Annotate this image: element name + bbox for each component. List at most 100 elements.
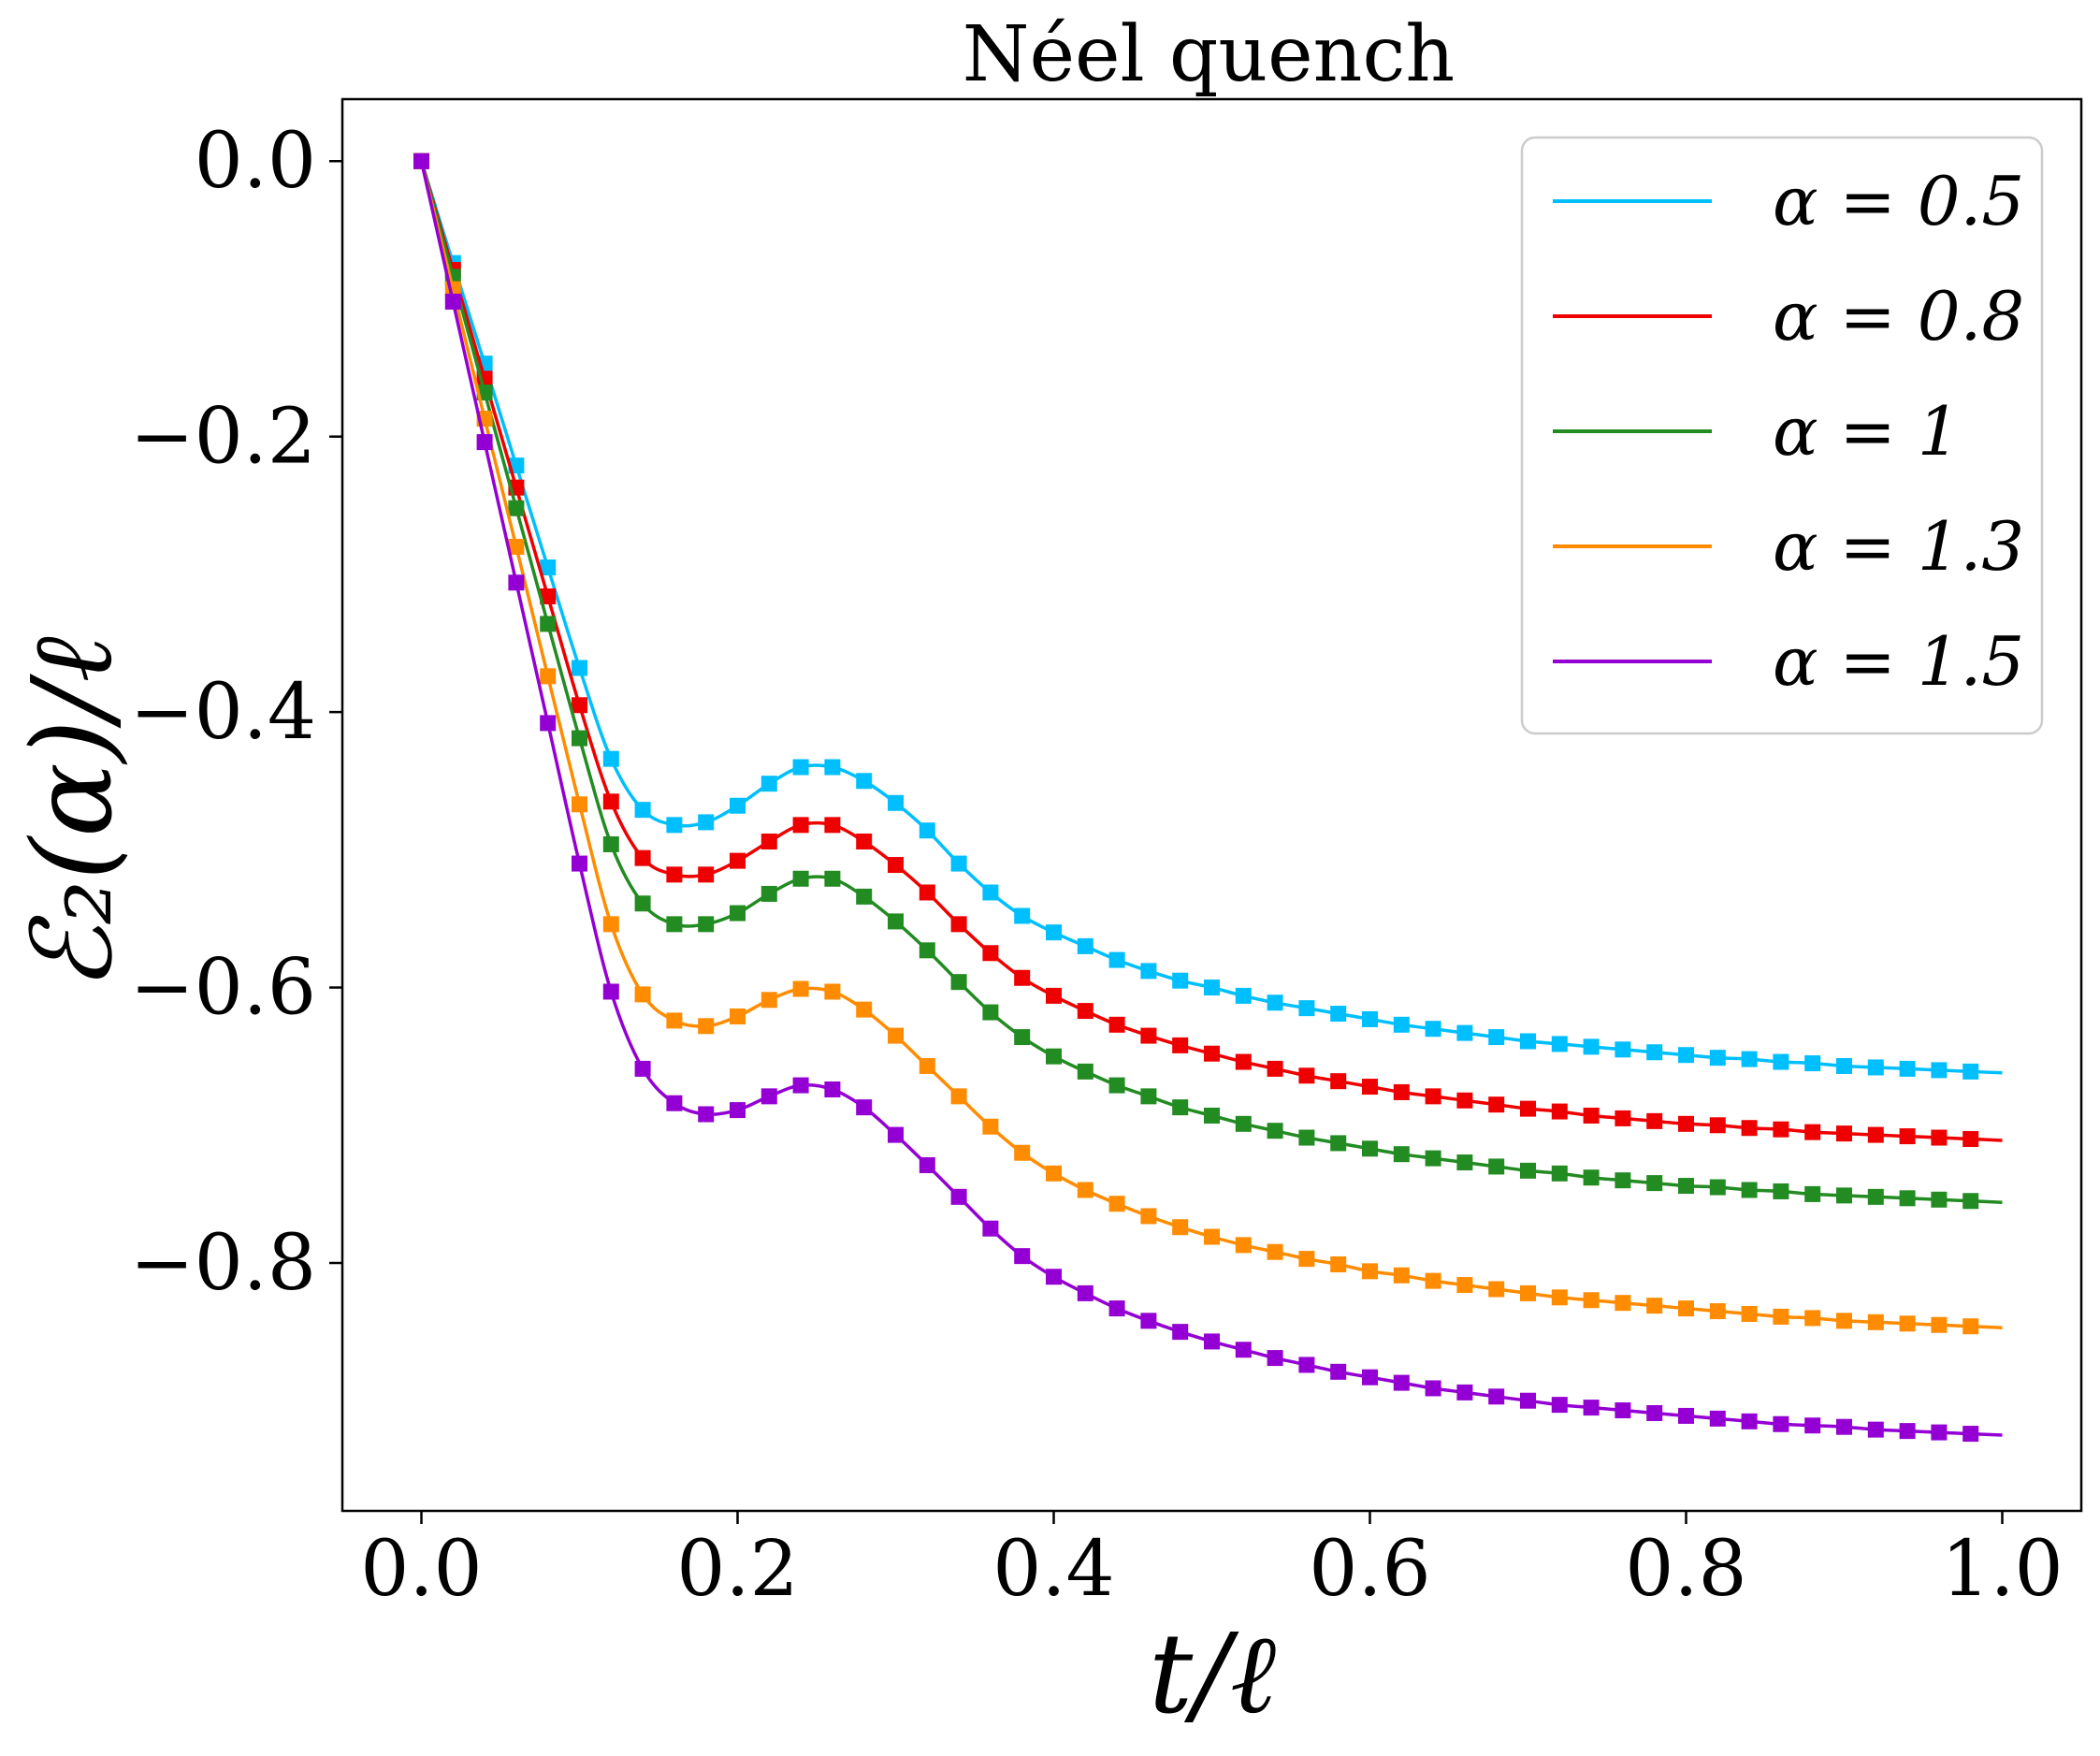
data-point [1140,963,1157,980]
data-point [1867,1188,1884,1205]
data-point [1425,1088,1441,1105]
data-point [1077,1003,1093,1020]
x-axis: 0.0 0.2 0.4 0.6 0.8 1.0 [360,1511,2064,1614]
y-tick-label: −0.4 [130,668,316,757]
data-point [1172,972,1189,989]
data-point [572,730,587,747]
data-point [1393,1016,1410,1033]
data-point [1678,1300,1694,1317]
data-point [760,1088,777,1105]
data-point [1520,1033,1536,1050]
data-point [1014,1144,1031,1161]
data-point [1804,1310,1821,1327]
data-point [1362,1079,1378,1096]
data-point [1425,1380,1441,1397]
data-point [508,500,525,516]
data-point [1804,1124,1821,1140]
data-point [602,750,619,767]
data-point [888,794,904,811]
data-point [634,1060,651,1077]
data-point [856,888,873,905]
data-point [666,817,683,834]
data-point [792,980,809,997]
data-point [1077,1182,1093,1198]
data-point [982,945,999,962]
data-point [1520,1284,1536,1301]
data-point [1615,1110,1631,1126]
data-point [919,884,935,901]
data-point [602,835,619,852]
series-3 [413,152,2003,1210]
data-point [1046,1165,1062,1182]
data-point [950,855,967,872]
data-point [856,834,873,850]
data-point [1298,1067,1315,1084]
x-tick-label: 0.8 [1625,1525,1746,1614]
x-tick-label: 0.0 [360,1525,482,1614]
data-point [1330,1006,1347,1023]
data-point [1931,1191,1948,1208]
data-point [1678,1115,1694,1132]
data-point [1551,1289,1568,1306]
data-point [1899,1423,1916,1440]
data-point [1615,1402,1631,1419]
data-point [634,802,651,819]
data-point [792,1077,809,1094]
legend-box [1520,136,2044,735]
data-point [1267,1123,1283,1139]
data-point [698,1018,715,1035]
data-point [1741,1305,1758,1322]
data-point [950,916,967,933]
data-point [1362,1369,1378,1386]
legend-label: α = 1 [1773,392,1961,471]
data-point [1204,1333,1220,1350]
data-point [1488,1281,1505,1298]
data-point [1140,1313,1157,1329]
data-point [1393,1083,1410,1100]
data-point [1140,1088,1157,1105]
plot-area [413,152,2003,1443]
data-point [1615,1041,1631,1058]
data-point [760,776,777,792]
data-point [824,1081,841,1098]
data-point [1931,1062,1948,1079]
data-point [730,905,746,922]
data-point [730,797,746,814]
data-point [1172,1037,1189,1053]
data-point [1267,1243,1283,1260]
data-point [1836,1187,1852,1204]
data-point [1046,1048,1062,1065]
legend-label: α = 1.3 [1773,507,2024,586]
data-point [792,870,809,887]
x-axis-title: t/ℓ [1149,1609,1276,1738]
data-point [1014,1248,1031,1265]
data-point [856,1001,873,1018]
data-point [634,849,651,866]
series-2 [413,152,2003,1148]
data-point [1583,1038,1600,1055]
data-point [1014,907,1031,924]
data-point [634,895,651,912]
data-point [1267,994,1283,1011]
data-point [1014,969,1031,986]
data-point [760,992,777,1009]
data-point [1140,1027,1157,1044]
data-point [1678,1407,1694,1424]
data-point [1298,1357,1315,1373]
data-point [1520,1100,1536,1117]
data-point [888,857,904,874]
data-point [1204,1045,1220,1062]
data-point [1520,1392,1536,1409]
data-point [1425,1272,1441,1289]
data-point [1456,1277,1473,1294]
data-point [1077,937,1093,954]
data-point [950,1088,967,1105]
data-point [1583,1107,1600,1124]
data-point [730,1008,746,1024]
data-point [572,660,587,676]
data-point [824,870,841,887]
data-point [1267,1060,1283,1077]
data-point [1140,1208,1157,1225]
data-point [1204,1107,1220,1124]
